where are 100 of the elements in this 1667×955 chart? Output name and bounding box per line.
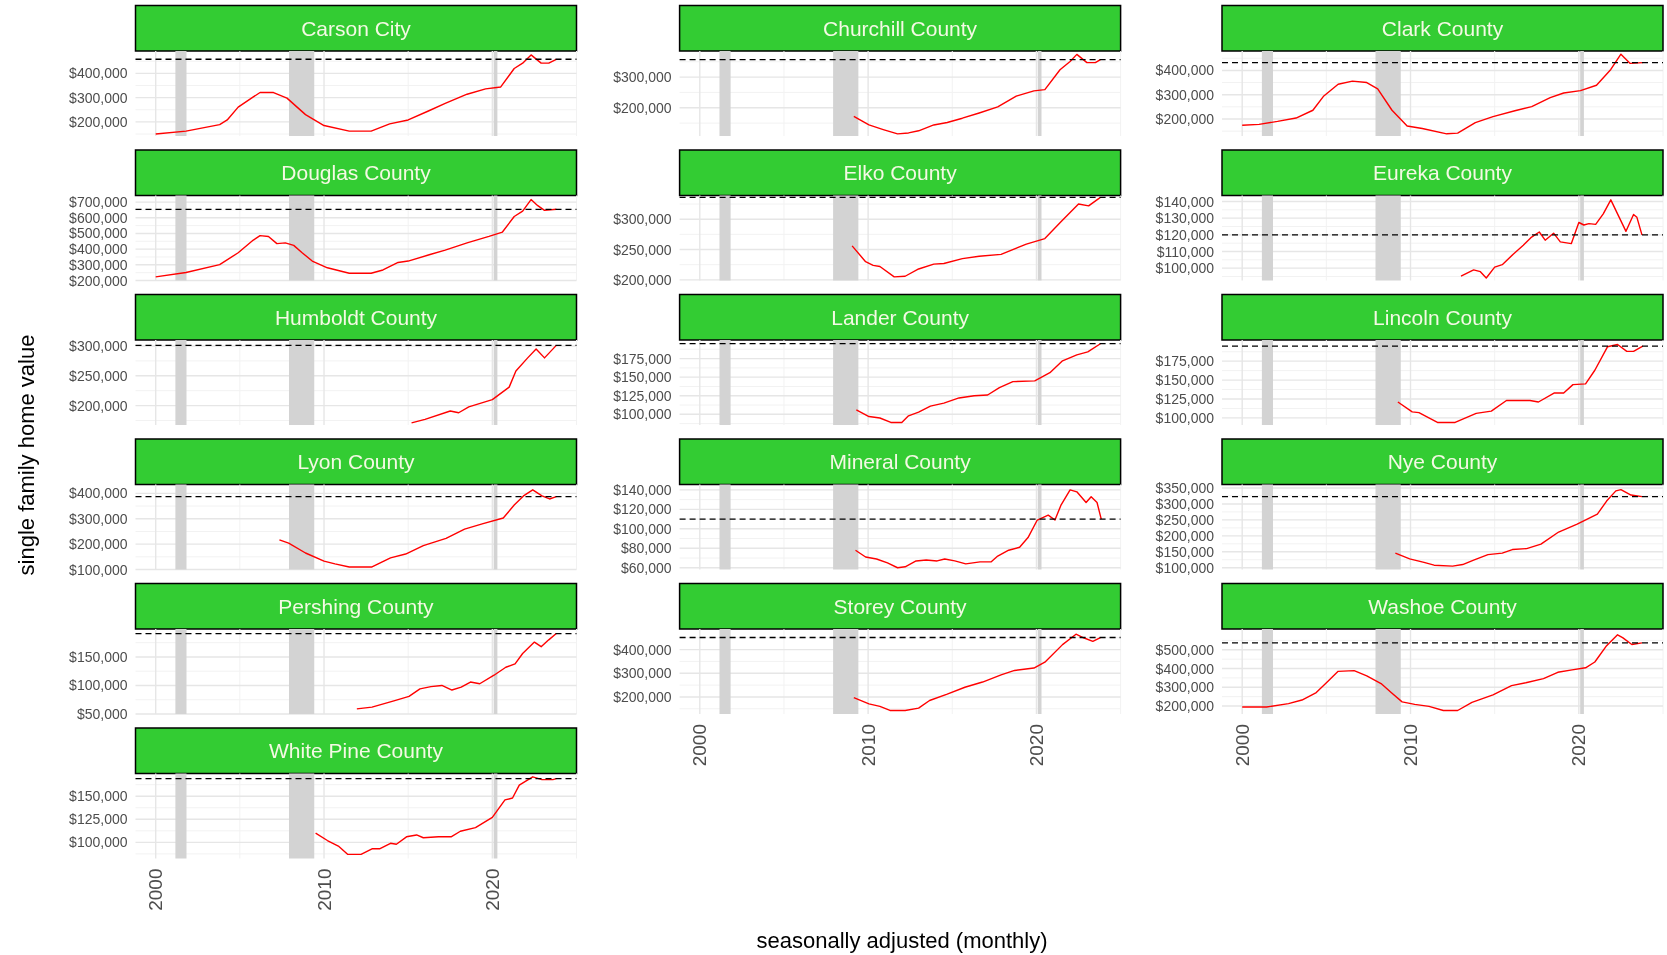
y-tick-label: $300,000 — [1155, 86, 1215, 103]
y-tick-label: $200,000 — [1155, 527, 1215, 544]
y-tick-label: $120,000 — [1155, 226, 1215, 243]
y-tick-label: $400,000 — [1155, 660, 1215, 677]
chart-title: Clark County — [1381, 16, 1504, 40]
line-series — [1397, 343, 1644, 424]
y-tick-label: $110,000 — [1156, 243, 1215, 260]
line-series — [854, 489, 1102, 569]
y-tick-label: $150,000 — [613, 369, 672, 386]
x-tick-label: 2000 — [689, 724, 711, 767]
y-tick-label: $100,000 — [69, 834, 128, 851]
line-series — [1241, 53, 1644, 135]
chart-title: Douglas County — [281, 161, 432, 185]
x-tick-label: 2020 — [481, 868, 503, 911]
y-tick-label: $60,000 — [620, 559, 672, 576]
y-tick-label: $300,000 — [69, 337, 128, 354]
chart-title: Carson City — [301, 16, 412, 40]
x-tick-label: 2000 — [1231, 724, 1253, 767]
y-tick-label: $150,000 — [69, 648, 128, 665]
y-tick-label: $100,000 — [613, 406, 672, 423]
y-tick-label: $80,000 — [620, 540, 672, 557]
y-tick-label: $250,000 — [613, 241, 672, 258]
chart-title: Eureka County — [1373, 161, 1513, 185]
line-series — [314, 776, 557, 856]
y-tick-label: $140,000 — [613, 481, 672, 498]
y-tick-label: $150,000 — [69, 788, 128, 805]
y-tick-label: $200,000 — [613, 271, 672, 288]
y-tick-label: $300,000 — [69, 89, 128, 106]
line-series — [356, 632, 557, 710]
y-tick-label: $125,000 — [69, 811, 128, 828]
y-tick-label: $100,000 — [613, 520, 672, 537]
x-tick-label: 2020 — [1568, 724, 1590, 767]
y-tick-label: $300,000 — [1155, 495, 1215, 512]
line-series — [410, 344, 557, 424]
y-tick-label: $350,000 — [1155, 480, 1215, 497]
line-series — [853, 53, 1102, 135]
y-tick-label: $200,000 — [613, 99, 672, 116]
y-tick-label: $300,000 — [613, 69, 672, 86]
x-tick-label: 2010 — [857, 724, 879, 767]
chart-title: Pershing County — [278, 594, 435, 618]
y-tick-label: $200,000 — [613, 688, 672, 705]
y-tick-label: $200,000 — [69, 272, 128, 289]
y-tick-label: $400,000 — [69, 485, 128, 502]
y-tick-label: $130,000 — [1155, 210, 1215, 227]
x-tick-label: 2010 — [1400, 724, 1422, 767]
chart-title: Lyon County — [297, 450, 416, 474]
y-tick-label: $100,000 — [69, 677, 128, 694]
y-tick-label: $250,000 — [69, 367, 128, 384]
y-tick-label: $300,000 — [613, 665, 672, 682]
y-tick-label: $250,000 — [1155, 511, 1215, 528]
line-series — [1241, 634, 1643, 712]
y-tick-label: $150,000 — [1155, 543, 1215, 560]
y-tick-label: $300,000 — [69, 510, 128, 527]
chart-title: Storey County — [833, 594, 968, 618]
y-tick-label: $200,000 — [69, 113, 128, 130]
x-tick-label: 2010 — [313, 868, 335, 911]
y-tick-label: $125,000 — [613, 387, 672, 404]
x-tick-label: 2020 — [1025, 724, 1047, 767]
y-tick-label: $400,000 — [1155, 62, 1215, 79]
y-tick-label: $700,000 — [69, 194, 128, 211]
chart-title: Washoe County — [1368, 594, 1518, 618]
line-series — [1460, 199, 1643, 279]
line-series — [851, 196, 1102, 278]
y-tick-label: $600,000 — [69, 209, 128, 226]
y-axis-title: single family home value — [13, 334, 39, 576]
y-tick-label: $200,000 — [69, 397, 128, 414]
y-tick-label: $300,000 — [69, 256, 128, 273]
y-tick-label: $300,000 — [613, 211, 672, 228]
y-tick-label: $400,000 — [69, 65, 128, 82]
y-tick-label: $200,000 — [1155, 698, 1215, 715]
y-tick-label: $300,000 — [1155, 679, 1215, 696]
chart-title: Nye County — [1387, 450, 1498, 474]
line-series — [155, 198, 557, 278]
chart-title: Lincoln County — [1373, 305, 1513, 329]
chart-title: Lander County — [831, 305, 970, 329]
line-series — [278, 489, 557, 568]
x-axis-title: seasonally adjusted (monthly) — [756, 927, 1048, 953]
chart-title: Churchill County — [823, 16, 978, 40]
line-series — [853, 633, 1102, 712]
y-tick-label: $125,000 — [1155, 390, 1215, 407]
y-tick-label: $150,000 — [1155, 372, 1215, 389]
x-tick-label: 2000 — [145, 868, 167, 911]
y-tick-label: $175,000 — [613, 350, 672, 367]
chart-title: Mineral County — [829, 450, 972, 474]
y-tick-label: $50,000 — [76, 706, 128, 722]
y-tick-label: $400,000 — [613, 641, 672, 658]
line-series — [855, 343, 1102, 424]
y-tick-label: $500,000 — [69, 225, 128, 242]
y-tick-label: $100,000 — [1155, 409, 1215, 426]
y-tick-label: $200,000 — [1155, 111, 1215, 127]
chart-title: Elko County — [843, 161, 958, 185]
chart-title: Humboldt County — [274, 305, 438, 329]
y-tick-label: $100,000 — [69, 561, 128, 578]
y-tick-label: $120,000 — [613, 501, 672, 518]
y-tick-label: $175,000 — [1155, 353, 1215, 370]
y-tick-label: $100,000 — [1155, 260, 1215, 277]
chart-title: White Pine County — [269, 739, 444, 763]
line-series — [155, 54, 557, 135]
line-series — [1394, 488, 1643, 567]
y-tick-label: $100,000 — [1155, 559, 1215, 576]
